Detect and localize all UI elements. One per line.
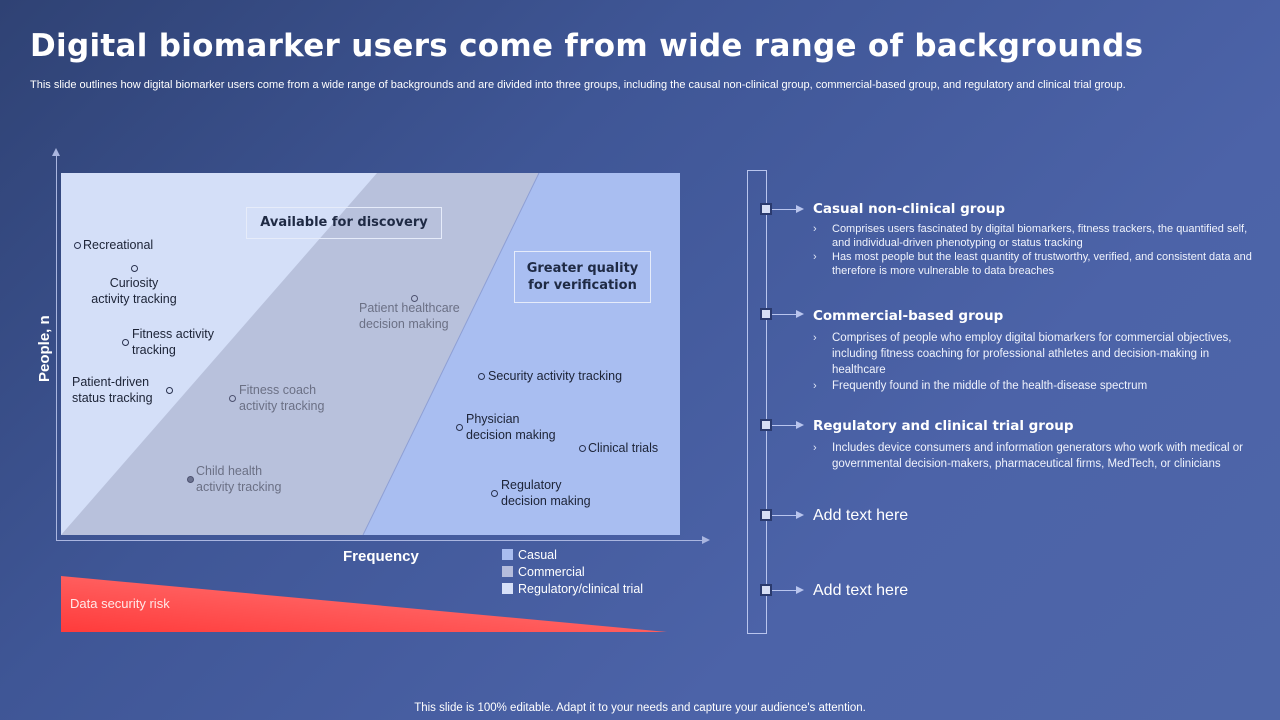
slide-title: Digital biomarker users come from wide r…: [30, 28, 1144, 64]
point-marker-icon: [411, 295, 418, 302]
point-fitness-coach: Fitness coach activity tracking: [229, 382, 324, 414]
arrow-right-icon: [796, 511, 804, 519]
timeline-bracket: [747, 170, 767, 634]
arrow-right-icon: [796, 310, 804, 318]
point-marker-icon: [229, 395, 236, 402]
point-marker-filled-icon: [187, 476, 194, 483]
greater-quality-line2: for verification: [528, 278, 637, 293]
point-child-health: Child health activity tracking: [187, 463, 281, 495]
y-axis-arrow-icon: [52, 148, 60, 156]
divider-line: [362, 173, 540, 535]
placeholder-text-1: Add text here: [813, 507, 909, 524]
bullet-item: › Has most people but the least quantity…: [813, 251, 1252, 277]
connector-line: [772, 590, 796, 591]
group-title-commercial: Commercial-based group: [813, 308, 1004, 324]
group-title-casual: Casual non-clinical group: [813, 201, 1006, 217]
plot-regions: [61, 173, 680, 535]
point-marker-icon: [478, 373, 485, 380]
user-groups-plot: Available for discovery Greater quality …: [61, 173, 680, 535]
connector-line: [772, 425, 796, 426]
chevron-right-icon: ›: [813, 380, 817, 392]
group-bullets-commercial: › Comprises of people who employ digital…: [813, 330, 1263, 394]
slide-subtitle: This slide outlines how digital biomarke…: [30, 79, 1126, 91]
point-clinical-trials: Clinical trials: [579, 440, 658, 456]
point-marker-icon: [456, 424, 463, 431]
point-curiosity: Curiosity activity tracking: [88, 265, 180, 307]
group-bullets-regulatory: › Includes device consumers and informat…: [813, 440, 1263, 472]
node-square-icon: [760, 203, 772, 215]
node-square-icon: [760, 509, 772, 521]
legend-item-casual: Casual: [502, 546, 643, 563]
chevron-right-icon: ›: [813, 332, 817, 344]
point-fitness-activity: Fitness activity tracking: [122, 326, 214, 358]
point-physician: Physician decision making: [456, 411, 556, 443]
point-marker-icon: [166, 387, 173, 394]
arrow-right-icon: [796, 586, 804, 594]
footer-note: This slide is 100% editable. Adapt it to…: [414, 702, 866, 714]
node-square-icon: [760, 584, 772, 596]
arrow-right-icon: [796, 205, 804, 213]
legend: Casual Commercial Regulatory/clinical tr…: [502, 546, 643, 597]
point-patient-driven: Patient-driven status tracking: [72, 374, 173, 406]
x-axis-label: Frequency: [343, 548, 419, 565]
legend-swatch-icon: [502, 566, 513, 577]
risk-wedge-shape: [61, 576, 667, 632]
greater-quality-box: Greater quality for verification: [514, 251, 651, 303]
y-axis-line: [56, 152, 57, 540]
greater-quality-line1: Greater quality: [526, 261, 639, 276]
bullet-item: › Comprises users fascinated by digital …: [813, 223, 1248, 249]
node-square-icon: [760, 308, 772, 320]
point-marker-icon: [74, 242, 81, 249]
data-security-risk-wedge: Data security risk: [61, 576, 667, 632]
risk-label: Data security risk: [70, 596, 170, 611]
connector-line: [772, 314, 796, 315]
point-patient-healthcare: Patient healthcare decision making: [359, 292, 460, 332]
point-marker-icon: [131, 265, 138, 272]
node-square-icon: [760, 419, 772, 431]
group-bullets-casual: › Comprises users fascinated by digital …: [813, 222, 1263, 278]
casual-region: [61, 173, 377, 535]
bullet-item: › Includes device consumers and informat…: [813, 442, 1244, 470]
legend-swatch-icon: [502, 583, 513, 594]
legend-swatch-icon: [502, 549, 513, 560]
arrow-right-icon: [796, 421, 804, 429]
point-security-activity: Security activity tracking: [478, 368, 622, 384]
legend-item-regulatory: Regulatory/clinical trial: [502, 580, 643, 597]
point-marker-icon: [491, 490, 498, 497]
connector-line: [772, 209, 796, 210]
available-for-discovery-box: Available for discovery: [246, 207, 442, 239]
point-marker-icon: [579, 445, 586, 452]
x-axis-line: [56, 540, 704, 541]
chevron-right-icon: ›: [813, 251, 817, 263]
x-axis-arrow-icon: [702, 536, 710, 544]
bullet-item: › Comprises of people who employ digital…: [813, 332, 1232, 376]
connector-line: [772, 515, 796, 516]
group-title-regulatory: Regulatory and clinical trial group: [813, 418, 1074, 434]
placeholder-text-2: Add text here: [813, 582, 909, 599]
bullet-item: › Frequently found in the middle of the …: [813, 380, 1148, 392]
point-regulatory-decision: Regulatory decision making: [491, 477, 591, 509]
y-axis-label: People, n: [36, 315, 53, 382]
point-recreational: Recreational: [74, 237, 153, 253]
chevron-right-icon: ›: [813, 223, 817, 235]
legend-item-commercial: Commercial: [502, 563, 643, 580]
point-marker-icon: [122, 339, 129, 346]
chevron-right-icon: ›: [813, 442, 817, 454]
